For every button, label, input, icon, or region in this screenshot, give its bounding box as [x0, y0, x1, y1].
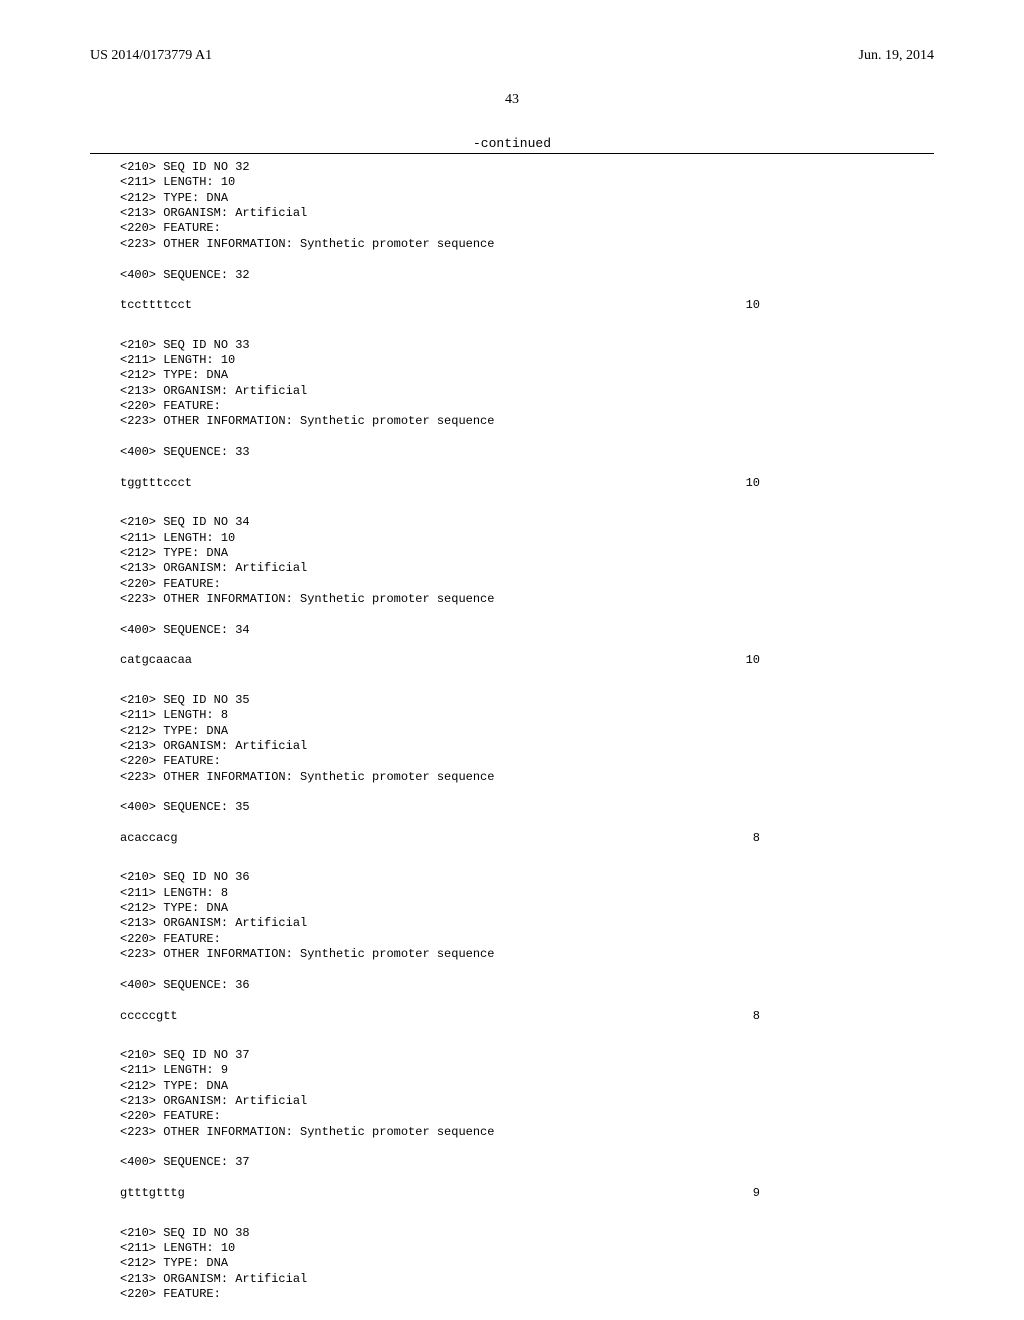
sequence-listing: <210> SEQ ID NO 32 <211> LENGTH: 10 <212…	[90, 160, 934, 1302]
sequence-block: <210> SEQ ID NO 34 <211> LENGTH: 10 <212…	[120, 515, 934, 669]
sequence-line: tccttttcct 10	[120, 298, 760, 313]
horizontal-rule	[90, 153, 934, 154]
sequence-text: tggtttccct	[120, 476, 192, 491]
continued-label: -continued	[90, 136, 934, 151]
sequence-block: <210> SEQ ID NO 32 <211> LENGTH: 10 <212…	[120, 160, 934, 314]
sequence-line: acaccacg 8	[120, 831, 760, 846]
sequence-position: 8	[730, 1009, 760, 1024]
sequence-block: <210> SEQ ID NO 38 <211> LENGTH: 10 <212…	[120, 1226, 934, 1303]
sequence-position: 9	[730, 1186, 760, 1201]
sequence-block: <210> SEQ ID NO 33 <211> LENGTH: 10 <212…	[120, 338, 934, 492]
sequence-text: gtttgtttg	[120, 1186, 185, 1201]
page-number: 43	[90, 92, 934, 108]
sequence-line: gtttgtttg 9	[120, 1186, 760, 1201]
sequence-position: 10	[730, 653, 760, 668]
page: US 2014/0173779 A1 Jun. 19, 2014 43 -con…	[0, 0, 1024, 1320]
sequence-block: <210> SEQ ID NO 35 <211> LENGTH: 8 <212>…	[120, 693, 934, 847]
header-row: US 2014/0173779 A1 Jun. 19, 2014	[90, 48, 934, 64]
sequence-position: 8	[730, 831, 760, 846]
sequence-position: 10	[730, 476, 760, 491]
sequence-text: cccccgtt	[120, 1009, 178, 1024]
sequence-line: tggtttccct 10	[120, 476, 760, 491]
sequence-block: <210> SEQ ID NO 37 <211> LENGTH: 9 <212>…	[120, 1048, 934, 1202]
sequence-text: tccttttcct	[120, 298, 192, 313]
sequence-position: 10	[730, 298, 760, 313]
sequence-text: acaccacg	[120, 831, 178, 846]
publication-date: Jun. 19, 2014	[859, 48, 934, 64]
sequence-line: catgcaacaa 10	[120, 653, 760, 668]
sequence-line: cccccgtt 8	[120, 1009, 760, 1024]
sequence-block: <210> SEQ ID NO 36 <211> LENGTH: 8 <212>…	[120, 870, 934, 1024]
sequence-text: catgcaacaa	[120, 653, 192, 668]
publication-number: US 2014/0173779 A1	[90, 48, 212, 64]
